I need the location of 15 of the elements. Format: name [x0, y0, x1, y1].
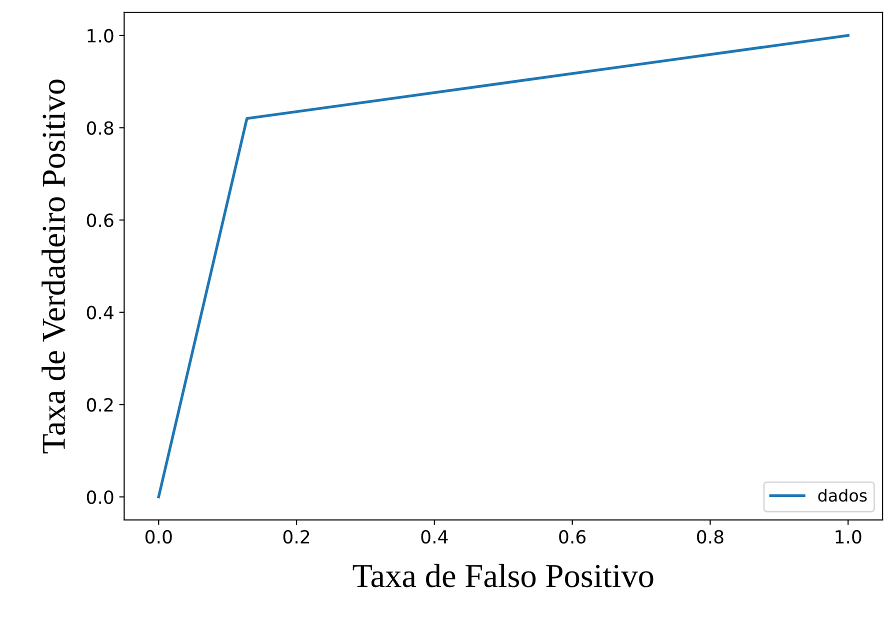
x-tick-label: 0.8 [697, 530, 724, 544]
y-tick-label: 0.0 [86, 490, 114, 504]
x-axis-title: Taxa de Falso Positivo [352, 564, 654, 588]
x-tick-label: 1.0 [836, 530, 862, 544]
x-tick-label: 0.0 [145, 530, 172, 544]
y-tick-label: 0.2 [86, 398, 113, 412]
legend-label: dados [818, 488, 867, 502]
x-tick-label: 0.2 [283, 530, 310, 544]
x-tick-label: 0.4 [421, 530, 448, 544]
x-tick-label: 0.6 [559, 530, 586, 544]
y-tick-label: 0.6 [86, 213, 114, 228]
y-axis-title: Taxa de Verdadeiro Positivo [42, 80, 66, 454]
y-tick-label: 0.4 [86, 306, 114, 320]
y-tick-label: 0.8 [86, 121, 114, 135]
y-tick-label: 1.0 [88, 28, 114, 43]
